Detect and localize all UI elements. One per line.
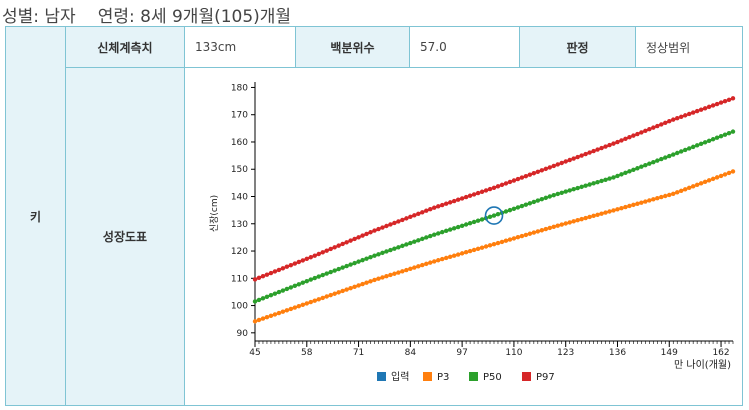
divider bbox=[635, 27, 636, 67]
percentile-value: 57.0 bbox=[410, 27, 519, 67]
divider bbox=[519, 27, 520, 67]
divider bbox=[65, 27, 66, 405]
measure-label: 신체계측치 bbox=[66, 27, 184, 67]
chart-row-label: 성장도표 bbox=[66, 68, 184, 405]
patient-header: 성별: 남자 연령: 8세 9개월(105)개월 bbox=[2, 7, 292, 27]
row-label-height: 키 bbox=[6, 27, 65, 405]
percentile-label: 백분위수 bbox=[296, 27, 409, 67]
gender-value: 남자 bbox=[44, 7, 76, 27]
judgement-value: 정상범위 bbox=[636, 27, 742, 67]
judgement-label: 판정 bbox=[520, 27, 635, 67]
growth-table: 키 신체계측치 133cm 백분위수 57.0 판정 정상범위 성장도표 bbox=[5, 26, 743, 406]
divider bbox=[295, 27, 296, 67]
gender-label: 성별 bbox=[2, 7, 34, 27]
measure-value: 133cm bbox=[185, 27, 295, 67]
divider bbox=[409, 27, 410, 67]
divider bbox=[66, 67, 742, 68]
divider bbox=[184, 27, 185, 405]
age-value: 8세 9개월(105)개월 bbox=[140, 7, 292, 27]
age-label: 연령 bbox=[97, 7, 129, 27]
